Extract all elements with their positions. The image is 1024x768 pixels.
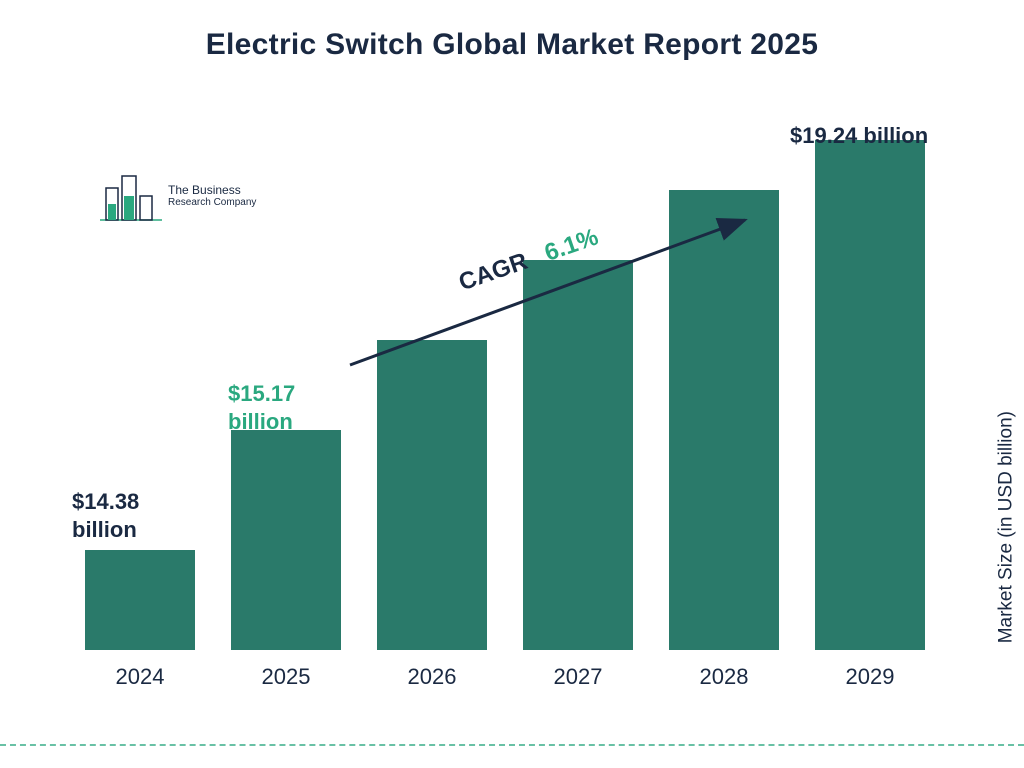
xlabel-2027: 2027 xyxy=(508,664,648,690)
data-label-2029: $19.24 billion xyxy=(790,122,928,150)
xlabel-2024: 2024 xyxy=(70,664,210,690)
chart-title: Electric Switch Global Market Report 202… xyxy=(0,0,1024,62)
xlabel-2026: 2026 xyxy=(362,664,502,690)
xlabel-2028: 2028 xyxy=(654,664,794,690)
bar-col-2029 xyxy=(800,140,940,650)
dl1-l1: $15.17 xyxy=(228,381,295,406)
bar-col-2026 xyxy=(362,340,502,650)
x-axis-labels: 2024 2025 2026 2027 2028 2029 xyxy=(70,664,940,690)
xlabel-2025: 2025 xyxy=(216,664,356,690)
dl1-l2: billion xyxy=(228,409,293,434)
data-label-2025: $15.17 billion xyxy=(228,380,295,435)
cagr-arrow-icon xyxy=(340,200,760,380)
xlabel-2029: 2029 xyxy=(800,664,940,690)
bar-2026 xyxy=(377,340,487,650)
cagr-annotation: CAGR 6.1% xyxy=(340,200,760,380)
bar-col-2025 xyxy=(216,430,356,650)
dl0-l1: $14.38 xyxy=(72,489,139,514)
dl0-l2: billion xyxy=(72,517,137,542)
bar-2024 xyxy=(85,550,195,650)
dl2-l1: $19.24 billion xyxy=(790,123,928,148)
bar-2029 xyxy=(815,140,925,650)
bar-col-2024 xyxy=(70,550,210,650)
y-axis-label: Market Size (in USD billion) xyxy=(995,411,1017,643)
bar-2025 xyxy=(231,430,341,650)
bottom-dashed-line xyxy=(0,744,1024,746)
data-label-2024: $14.38 billion xyxy=(72,488,139,543)
